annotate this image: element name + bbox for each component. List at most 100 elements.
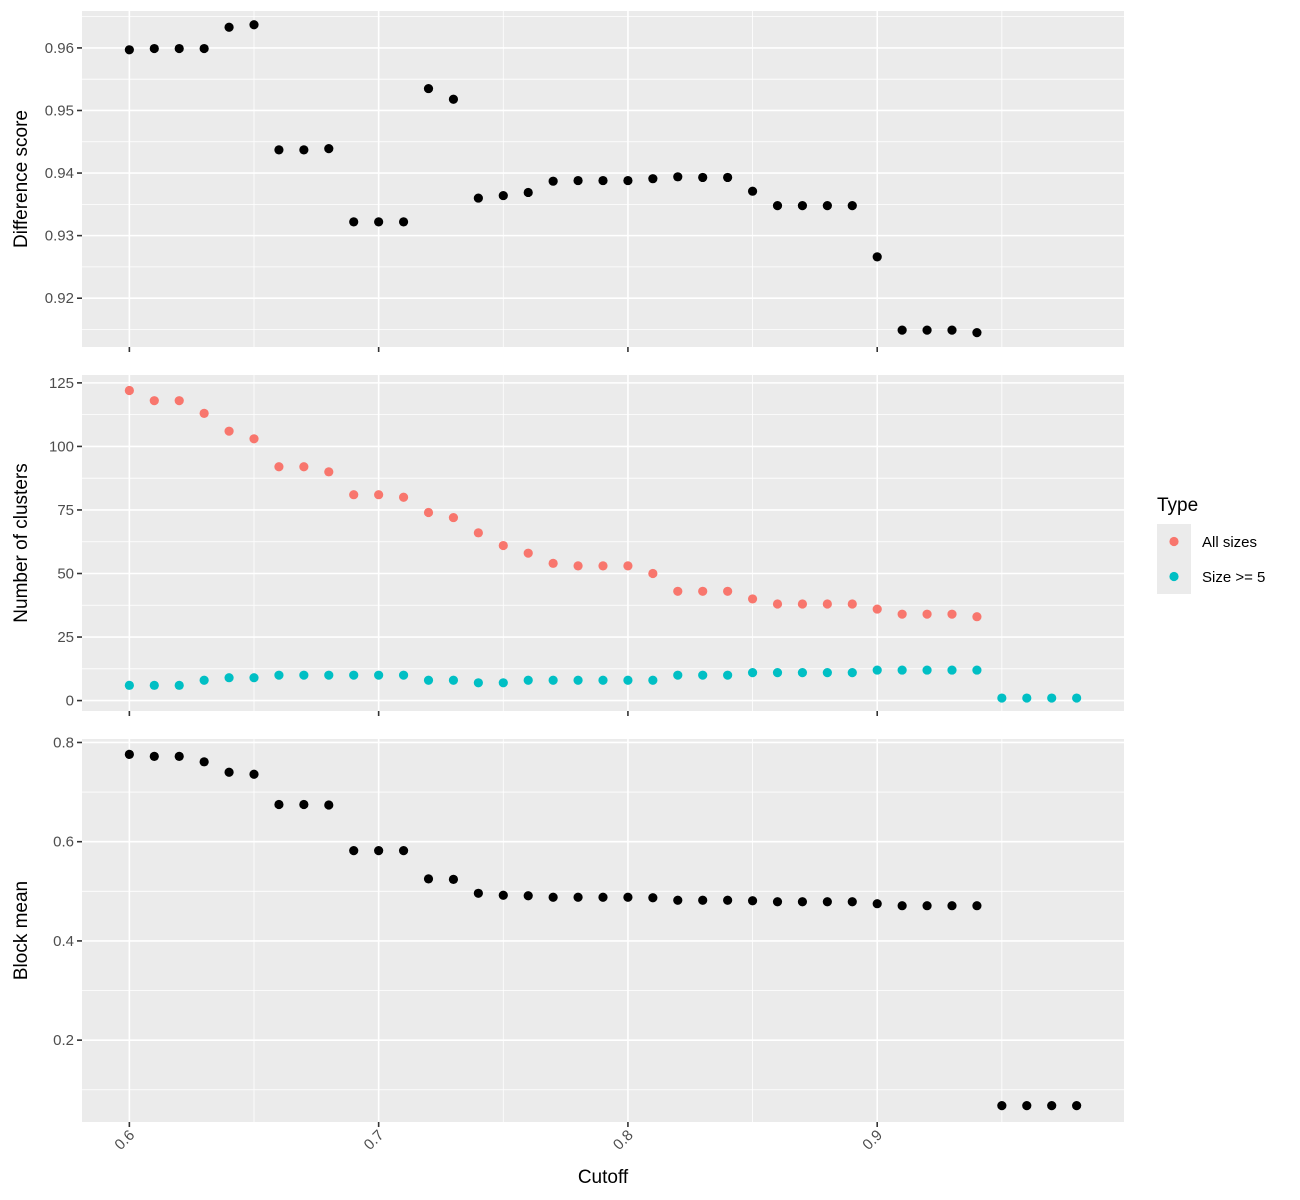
data-point	[648, 893, 658, 903]
data-point	[797, 200, 808, 211]
data-point	[324, 670, 334, 680]
data-point	[847, 599, 857, 609]
panel-background	[82, 375, 1124, 711]
data-point	[648, 174, 658, 184]
data-point	[1022, 1101, 1032, 1111]
data-point	[199, 675, 209, 685]
data-point	[224, 426, 234, 436]
data-point	[698, 172, 708, 183]
data-point	[897, 609, 907, 619]
x-axis-title: Cutoff	[578, 1167, 629, 1188]
data-point	[349, 490, 359, 500]
data-point	[149, 680, 159, 690]
y-axis-title: Difference score	[11, 110, 32, 248]
data-point	[623, 892, 633, 902]
data-point	[947, 609, 957, 619]
data-point	[274, 145, 284, 155]
y-tick-label: 0.2	[53, 1032, 74, 1049]
data-point	[1072, 1101, 1082, 1111]
data-point	[349, 846, 359, 856]
data-point	[747, 594, 758, 604]
data-point	[274, 670, 284, 680]
data-point	[199, 43, 209, 54]
data-point	[673, 172, 683, 182]
data-point	[573, 561, 583, 571]
x-tick-label: 0.6	[111, 1127, 138, 1154]
y-tick-label: 50	[57, 565, 74, 582]
data-point	[947, 901, 957, 911]
data-point	[174, 680, 184, 690]
data-point	[598, 892, 608, 902]
data-point	[473, 888, 483, 898]
data-point	[673, 670, 683, 680]
data-point	[249, 769, 259, 779]
data-point	[448, 94, 459, 104]
data-point	[673, 586, 683, 596]
data-point	[1047, 1101, 1057, 1111]
series-points	[124, 385, 982, 622]
data-point	[847, 897, 857, 907]
data-point	[698, 670, 708, 680]
data-point	[922, 901, 932, 911]
y-axis-title: Number of clusters	[11, 463, 32, 622]
data-point	[723, 586, 733, 596]
data-point	[772, 897, 783, 907]
legend-label: All sizes	[1202, 534, 1257, 551]
data-point	[947, 665, 957, 675]
data-point	[398, 846, 409, 856]
data-point	[498, 678, 508, 688]
series-points	[124, 749, 1082, 1111]
data-point	[972, 612, 982, 622]
chart-panels: 0.92 0.93 0.94 0.95 0.96 Difference score 0 25 5…	[11, 11, 1124, 1127]
data-point	[747, 896, 758, 906]
data-point	[598, 561, 608, 571]
data-point	[548, 176, 558, 186]
x-tick-label: 0.8	[610, 1127, 637, 1154]
data-point	[747, 186, 758, 196]
y-tick-label: 75	[57, 502, 74, 519]
data-point	[473, 193, 483, 203]
data-point	[797, 668, 808, 678]
data-point	[872, 252, 882, 262]
data-point	[124, 45, 134, 55]
data-point	[299, 462, 309, 472]
data-point	[872, 604, 882, 614]
panel-1: 0.92 0.93 0.94 0.95 0.96 Difference score	[11, 11, 1124, 352]
data-point	[573, 675, 583, 685]
data-point	[423, 507, 434, 518]
data-point	[822, 599, 832, 609]
y-tick-label: 0.4	[53, 933, 74, 950]
data-point	[872, 899, 882, 909]
data-point	[1047, 693, 1057, 703]
data-point	[747, 668, 758, 678]
data-point	[523, 891, 533, 901]
data-point	[473, 678, 483, 688]
data-point	[199, 408, 209, 418]
data-point	[897, 665, 907, 675]
data-point	[922, 325, 932, 335]
legend: Type All sizes Size >= 5	[1157, 495, 1265, 594]
data-point	[997, 1101, 1007, 1111]
panel-background	[82, 739, 1124, 1122]
y-tick-label: 0	[66, 693, 74, 710]
data-point	[698, 895, 708, 905]
data-point	[249, 20, 259, 30]
data-point	[349, 670, 359, 680]
data-point	[1022, 693, 1032, 703]
panel-3: 0.2 0.4 0.6 0.8 Block mean	[11, 734, 1124, 1127]
data-point	[149, 751, 159, 761]
data-point	[897, 901, 907, 911]
data-point	[374, 670, 384, 680]
data-point	[548, 892, 558, 902]
data-point	[623, 561, 633, 571]
data-point	[398, 217, 409, 227]
y-tick-label: 0.96	[45, 40, 74, 57]
data-point	[822, 200, 832, 211]
data-point	[498, 190, 508, 201]
data-point	[772, 200, 783, 211]
y-axis-title: Block mean	[11, 881, 32, 980]
y-tick-label: 0.92	[45, 290, 74, 307]
data-point	[398, 670, 409, 680]
data-point	[324, 467, 334, 477]
data-point	[573, 892, 583, 902]
